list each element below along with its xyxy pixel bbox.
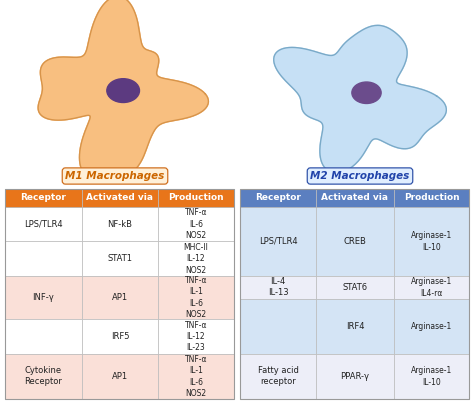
Bar [82, 189, 158, 207]
Text: Cytokine
Receptor: Cytokine Receptor [25, 366, 63, 386]
Bar [394, 207, 469, 276]
Bar [5, 319, 82, 354]
Bar [5, 189, 82, 207]
Bar [316, 189, 394, 207]
Text: STAT6: STAT6 [342, 283, 367, 292]
Bar [82, 276, 158, 319]
Text: Arginase-1
IL4-rα: Arginase-1 IL4-rα [411, 277, 452, 298]
Polygon shape [274, 25, 447, 173]
Text: LPS/TLR4: LPS/TLR4 [24, 220, 63, 229]
Text: AP1: AP1 [112, 372, 128, 381]
Bar [5, 276, 82, 319]
Polygon shape [38, 0, 209, 179]
Bar [5, 207, 82, 242]
Text: Arginase-1: Arginase-1 [411, 322, 452, 331]
Bar [158, 189, 234, 207]
Text: STAT1: STAT1 [108, 254, 133, 263]
Text: M1 Macrophages: M1 Macrophages [65, 171, 164, 181]
Bar [240, 276, 316, 299]
Bar [82, 242, 158, 276]
Bar [316, 207, 394, 276]
Bar [316, 354, 394, 399]
Text: TNF-α
IL-1
IL-6
NOS2: TNF-α IL-1 IL-6 NOS2 [185, 276, 207, 319]
Bar [5, 242, 82, 276]
Text: Fatty acid
receptor: Fatty acid receptor [257, 366, 299, 386]
Bar [158, 207, 234, 242]
Bar [394, 354, 469, 399]
Text: Receptor: Receptor [255, 194, 301, 202]
Bar [158, 319, 234, 354]
Text: TNF-α
IL-6
NOS2: TNF-α IL-6 NOS2 [185, 208, 207, 240]
Text: Arginase-1
IL-10: Arginase-1 IL-10 [411, 366, 452, 387]
Text: AP1: AP1 [112, 293, 128, 302]
Bar [82, 207, 158, 242]
Text: IRF5: IRF5 [111, 332, 129, 341]
Bar [240, 189, 469, 399]
Text: TNF-α
IL-12
IL-23: TNF-α IL-12 IL-23 [185, 320, 207, 352]
Text: Production: Production [404, 194, 459, 202]
Text: Activated via: Activated via [321, 194, 389, 202]
Ellipse shape [352, 82, 381, 103]
Text: Activated via: Activated via [86, 194, 154, 202]
Text: INF-γ: INF-γ [33, 293, 55, 302]
Bar [394, 276, 469, 299]
Text: IL-4
IL-13: IL-4 IL-13 [268, 277, 288, 297]
Polygon shape [38, 0, 209, 179]
Polygon shape [274, 25, 447, 173]
Text: PPAR-γ: PPAR-γ [340, 372, 370, 381]
Text: LPS/TLR4: LPS/TLR4 [259, 237, 297, 246]
Text: CREB: CREB [344, 237, 366, 246]
Text: IRF4: IRF4 [346, 322, 364, 331]
Ellipse shape [107, 79, 139, 103]
Text: Production: Production [168, 194, 224, 202]
Bar [158, 354, 234, 399]
Bar [158, 276, 234, 319]
Text: TNF-α
IL-1
IL-6
NOS2: TNF-α IL-1 IL-6 NOS2 [185, 355, 207, 398]
Bar [82, 319, 158, 354]
Bar [240, 354, 316, 399]
Bar [240, 207, 316, 276]
Bar [316, 276, 394, 299]
Bar [394, 189, 469, 207]
Text: NF-kB: NF-kB [108, 220, 133, 229]
Bar [82, 354, 158, 399]
Bar [158, 242, 234, 276]
Bar [316, 299, 394, 354]
Text: Arginase-1
IL-10: Arginase-1 IL-10 [411, 231, 452, 252]
Text: M2 Macrophages: M2 Macrophages [310, 171, 410, 181]
Bar [5, 354, 82, 399]
Text: MHC-II
IL-12
NOS2: MHC-II IL-12 NOS2 [183, 243, 209, 275]
Bar [5, 189, 234, 399]
Bar [240, 189, 316, 207]
Bar [394, 299, 469, 354]
Text: Receptor: Receptor [20, 194, 66, 202]
Bar [240, 299, 316, 354]
